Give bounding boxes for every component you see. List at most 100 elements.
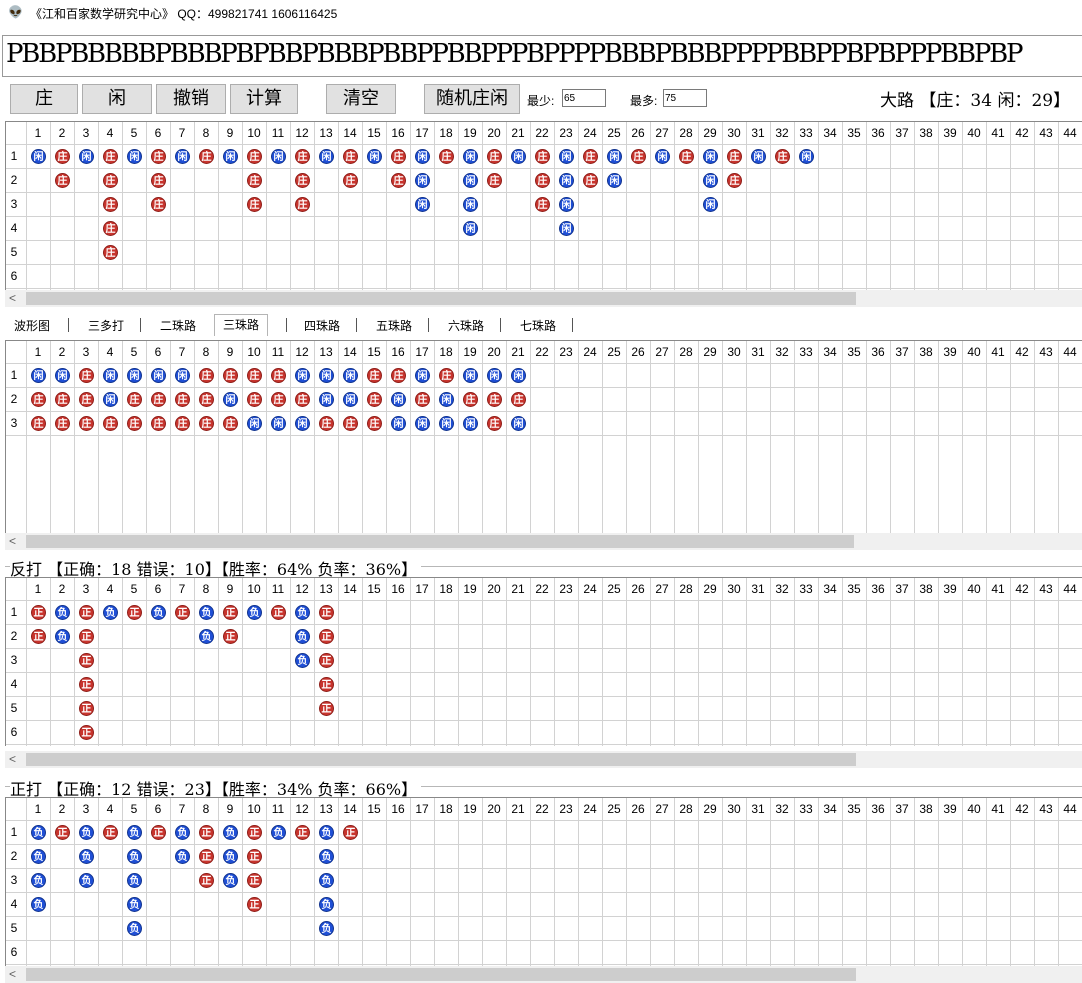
- loss-bead: 负: [223, 849, 238, 864]
- column-header: 13: [319, 126, 333, 140]
- loss-bead: 负: [295, 629, 310, 644]
- column-header: 27: [655, 802, 669, 816]
- column-header: 4: [106, 126, 114, 140]
- column-header: 8: [202, 126, 210, 140]
- random-button[interactable]: 随机庄闲: [424, 84, 520, 114]
- win-bead: 正: [127, 605, 142, 620]
- player-bead: 闲: [223, 149, 238, 164]
- banker-bead: 庄: [175, 392, 190, 407]
- column-header: 11: [271, 345, 285, 359]
- max-input[interactable]: [663, 89, 707, 107]
- column-header: 32: [775, 126, 789, 140]
- column-header: 31: [751, 126, 765, 140]
- forward-scrollbar[interactable]: <: [5, 966, 1082, 983]
- column-header: 37: [895, 345, 909, 359]
- player-button[interactable]: 闲: [82, 84, 152, 114]
- reverse-grid: 1 2 3 4 5 6 7 8 9 10 11 12 13 14 15 16 17 18 19 20 21 22 23 24 2…: [5, 577, 1082, 746]
- column-header: 35: [847, 582, 861, 596]
- sequence-display[interactable]: PBBPBBBBBPBBBPBPBBPBBBPBBPPBBPPPBPPPPBBB…: [2, 35, 1082, 77]
- scroll-left-icon[interactable]: <: [9, 291, 17, 305]
- tab-five-bead[interactable]: 五珠路: [376, 319, 413, 333]
- column-header: 11: [271, 582, 285, 596]
- player-bead: 闲: [103, 368, 118, 383]
- banker-button[interactable]: 庄: [10, 84, 78, 114]
- column-header: 24: [583, 582, 597, 596]
- tab-six-bead[interactable]: 六珠路: [448, 319, 485, 333]
- column-header: 16: [391, 802, 405, 816]
- banker-bead: 庄: [79, 416, 94, 431]
- tab-waveform[interactable]: 波形图: [14, 319, 51, 333]
- column-header: 38: [919, 802, 933, 816]
- scroll-thumb[interactable]: [26, 968, 856, 981]
- big-road-grid: 1 2 3 4 5 6 7 8 9 10 11 12 13 14 15 16 17 18 19 20 21 22 23 24 2…: [5, 121, 1082, 291]
- column-header: 29: [703, 126, 717, 140]
- win-bead: 正: [31, 629, 46, 644]
- scroll-thumb[interactable]: [26, 753, 856, 766]
- column-header: 32: [775, 582, 789, 596]
- column-header: 39: [943, 126, 957, 140]
- tab-three-bead[interactable]: 三珠路: [214, 314, 269, 336]
- column-header: 38: [919, 345, 933, 359]
- banker-bead: 庄: [79, 368, 94, 383]
- min-input[interactable]: [562, 89, 606, 107]
- sequence-text: PBBPBBBBBPBBBPBPBBPBBBPBBPPBBPPPBPPPPBBB…: [6, 39, 1023, 69]
- player-bead: 闲: [415, 149, 430, 164]
- scroll-thumb[interactable]: [26, 292, 856, 305]
- banker-bead: 庄: [199, 149, 214, 164]
- column-header: 7: [178, 126, 186, 140]
- column-header: 6: [154, 802, 162, 816]
- tab-seven-bead[interactable]: 七珠路: [520, 319, 557, 333]
- column-header: 44: [1063, 582, 1077, 596]
- bead-road-scrollbar[interactable]: <: [5, 533, 1082, 550]
- win-bead: 正: [79, 653, 94, 668]
- reverse-summary: 反打 【正确：18 错误：10】【胜率：64% 负率：36%】: [10, 556, 422, 580]
- scroll-left-icon[interactable]: <: [9, 752, 17, 766]
- win-bead: 正: [319, 677, 334, 692]
- player-bead: 闲: [391, 392, 406, 407]
- player-bead: 闲: [247, 416, 262, 431]
- column-header: 31: [751, 582, 765, 596]
- column-header: 39: [943, 802, 957, 816]
- player-bead: 闲: [55, 368, 70, 383]
- row-header: 4: [10, 677, 18, 691]
- scroll-thumb[interactable]: [26, 535, 854, 548]
- column-header: 18: [439, 126, 453, 140]
- column-header: 14: [343, 345, 357, 359]
- undo-button[interactable]: 撤销: [156, 84, 226, 114]
- clear-button[interactable]: 清空: [326, 84, 396, 114]
- win-bead: 正: [247, 897, 262, 912]
- banker-bead: 庄: [103, 173, 118, 188]
- column-header: 6: [154, 126, 162, 140]
- banker-bead: 庄: [247, 392, 262, 407]
- big-road-scrollbar[interactable]: <: [5, 290, 1082, 307]
- scroll-left-icon[interactable]: <: [9, 967, 17, 981]
- tab-two-bead[interactable]: 二珠路: [160, 319, 197, 333]
- column-header: 10: [247, 802, 261, 816]
- player-bead: 闲: [295, 416, 310, 431]
- banker-bead: 庄: [727, 173, 742, 188]
- win-bead: 正: [247, 849, 262, 864]
- column-header: 33: [799, 802, 813, 816]
- tab-three-more[interactable]: 三多打: [88, 319, 125, 333]
- column-header: 32: [775, 345, 789, 359]
- column-header: 6: [154, 345, 162, 359]
- reverse-scrollbar[interactable]: <: [5, 751, 1082, 768]
- column-header: 1: [34, 582, 42, 596]
- row-header: 5: [10, 701, 18, 715]
- column-header: 3: [82, 802, 90, 816]
- calculate-button[interactable]: 计算: [230, 84, 298, 114]
- tab-four-bead[interactable]: 四珠路: [304, 319, 341, 333]
- row-header: 1: [10, 368, 18, 382]
- player-bead: 闲: [79, 149, 94, 164]
- loss-bead: 负: [127, 825, 142, 840]
- scroll-left-icon[interactable]: <: [9, 534, 17, 548]
- column-header: 20: [487, 345, 501, 359]
- column-header: 22: [535, 126, 549, 140]
- loss-bead: 负: [319, 849, 334, 864]
- column-header: 15: [367, 802, 381, 816]
- column-header: 19: [463, 582, 477, 596]
- loss-bead: 负: [103, 605, 118, 620]
- column-header: 7: [178, 802, 186, 816]
- player-bead: 闲: [487, 368, 502, 383]
- win-bead: 正: [319, 605, 334, 620]
